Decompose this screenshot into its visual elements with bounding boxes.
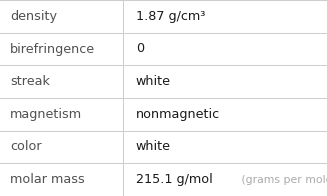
Text: 215.1 g/mol: 215.1 g/mol (136, 173, 213, 186)
Text: molar mass: molar mass (10, 173, 85, 186)
Text: (grams per mole): (grams per mole) (238, 175, 327, 185)
Text: magnetism: magnetism (10, 108, 82, 121)
Text: color: color (10, 141, 42, 153)
Text: 1.87 g/cm³: 1.87 g/cm³ (136, 10, 205, 23)
Text: 0: 0 (136, 43, 144, 55)
Text: white: white (136, 141, 171, 153)
Text: nonmagnetic: nonmagnetic (136, 108, 220, 121)
Text: density: density (10, 10, 57, 23)
Text: white: white (136, 75, 171, 88)
Text: birefringence: birefringence (10, 43, 95, 55)
Text: streak: streak (10, 75, 50, 88)
